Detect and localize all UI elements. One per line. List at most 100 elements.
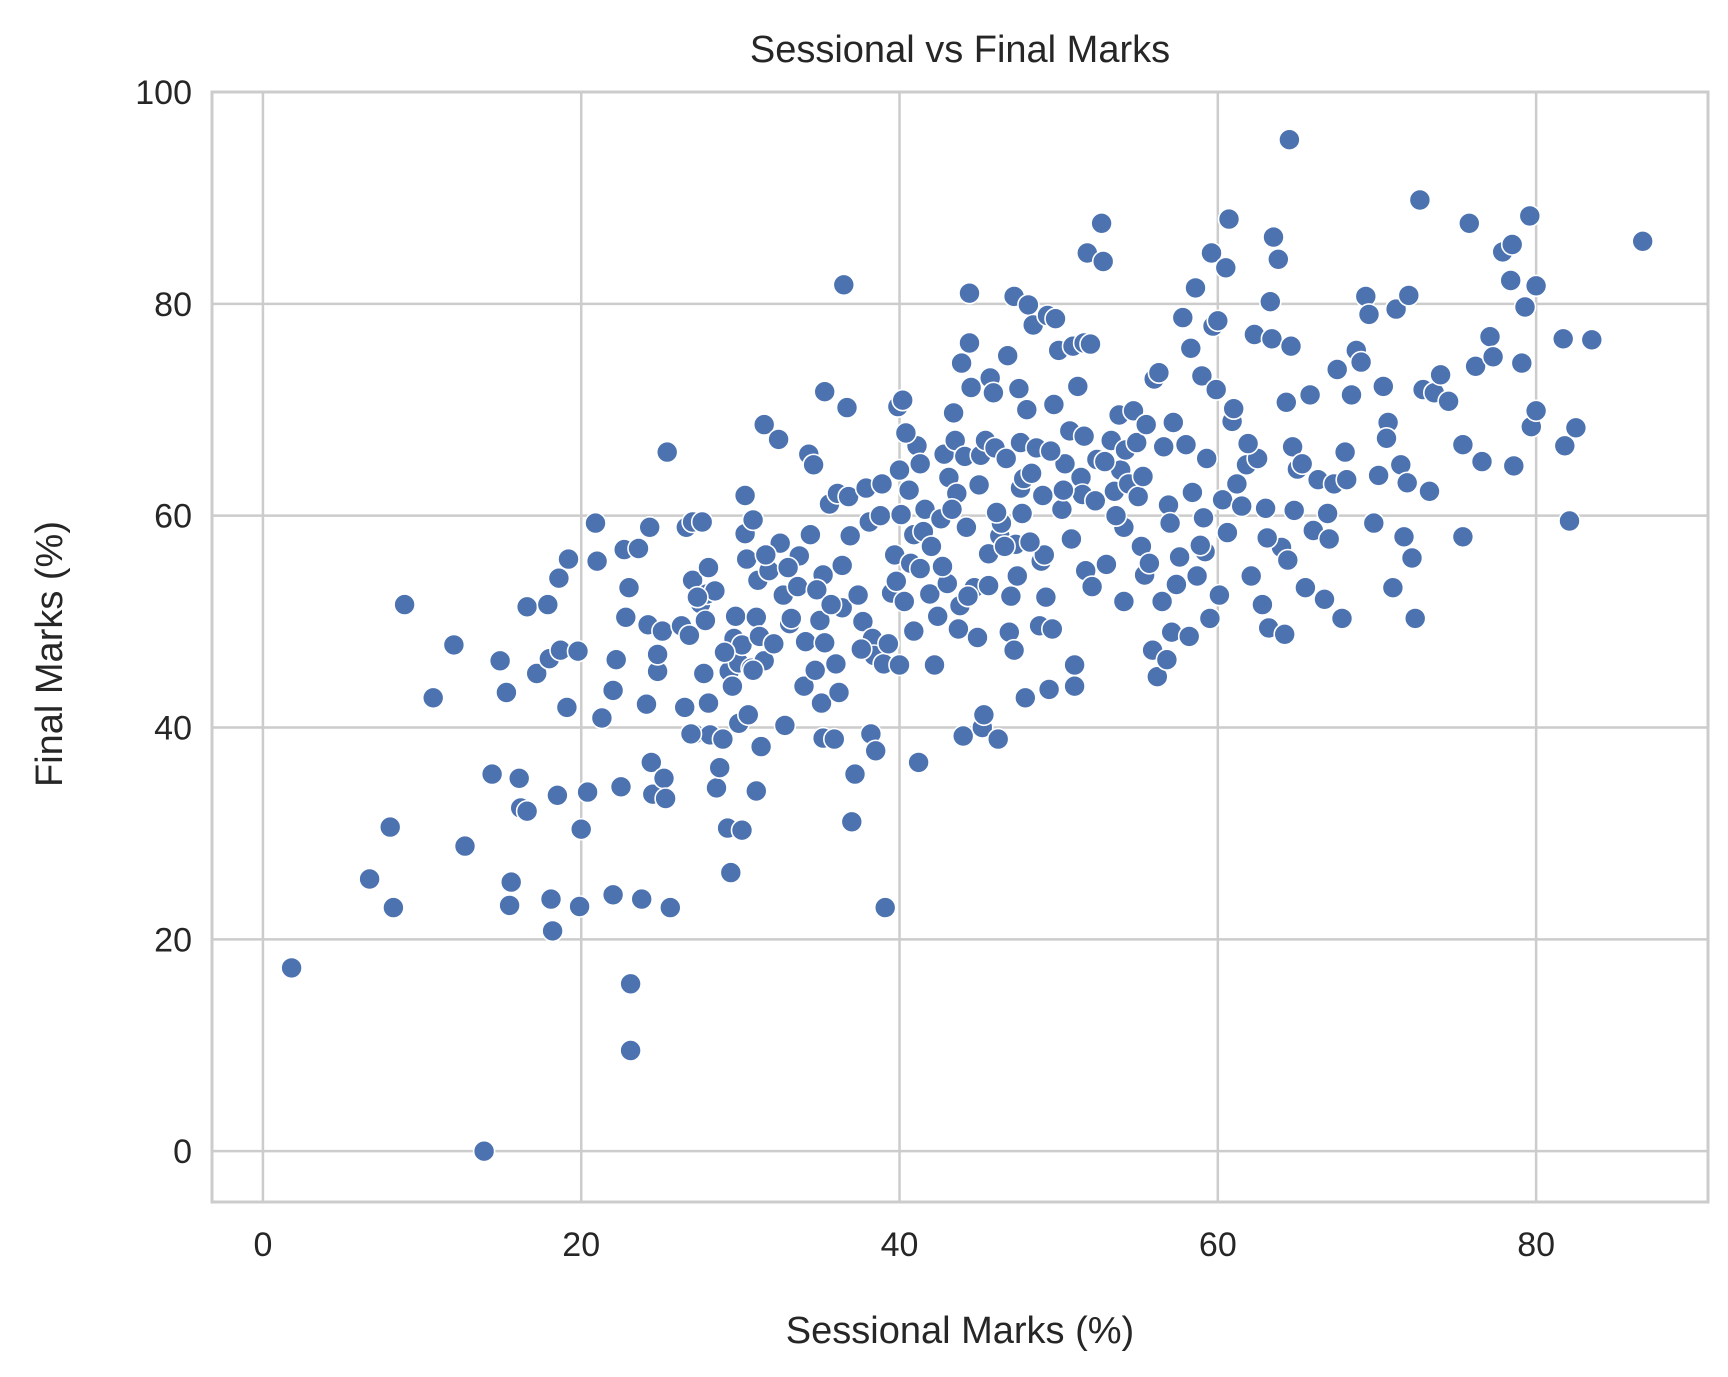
data-point (1395, 471, 1419, 495)
data-point (749, 735, 773, 758)
data-point (754, 543, 778, 567)
data-point (982, 381, 1005, 405)
data-point (1451, 525, 1475, 549)
data-point (539, 887, 563, 911)
data-point (1631, 230, 1654, 253)
data-point (627, 537, 650, 560)
data-point (568, 895, 591, 918)
y-tick-labels: 0 20 40 60 80 100 (135, 74, 192, 1171)
data-point (897, 478, 921, 502)
x-axis-label: Sessional Marks (%) (786, 1310, 1134, 1352)
data-point (566, 639, 590, 663)
data-point (792, 674, 816, 698)
data-point (1255, 526, 1279, 550)
data-point (673, 696, 697, 719)
data-point (1375, 426, 1398, 450)
data-point (1316, 502, 1339, 525)
data-point (1464, 354, 1487, 378)
data-point (711, 727, 735, 751)
data-point (569, 817, 593, 841)
data-point (920, 535, 943, 558)
data-point (1278, 128, 1301, 151)
data-point (762, 632, 786, 656)
data-point (741, 658, 765, 682)
data-point (1002, 638, 1026, 662)
data-point (619, 1039, 642, 1062)
data-point (1357, 303, 1381, 326)
data-point (525, 662, 549, 685)
data-point (1330, 607, 1354, 630)
data-point (617, 576, 641, 600)
data-point (1066, 375, 1090, 398)
data-point (721, 674, 744, 698)
data-point (1251, 593, 1274, 616)
data-point (614, 605, 638, 629)
data-point (888, 458, 911, 482)
data-point (652, 766, 676, 790)
data-point (585, 549, 609, 573)
data-point (584, 511, 607, 535)
data-point (619, 972, 642, 996)
data-point (1179, 336, 1203, 360)
data-point (767, 428, 790, 451)
data-point (1481, 345, 1505, 369)
data-point (730, 818, 754, 842)
data-point (1138, 551, 1161, 575)
data-point (1499, 269, 1522, 292)
data-point (515, 799, 539, 823)
x-tick-label: 20 (562, 1226, 600, 1264)
data-point (488, 649, 512, 673)
data-point (1260, 327, 1284, 351)
data-point (472, 1139, 496, 1163)
data-point (1518, 204, 1542, 228)
data-point (1014, 686, 1037, 710)
data-point (1222, 397, 1245, 421)
data-point (1279, 334, 1303, 358)
data-point (902, 619, 926, 643)
data-point (1042, 393, 1066, 416)
data-point (1580, 328, 1604, 352)
data-point (864, 739, 888, 763)
data-point (499, 870, 523, 894)
data-point (1478, 325, 1502, 349)
data-point (1408, 188, 1432, 212)
data-point (869, 504, 892, 528)
data-point (931, 555, 954, 578)
data-point (1225, 472, 1249, 496)
data-point (1564, 416, 1588, 440)
data-point (1090, 212, 1113, 235)
data-point (1177, 625, 1201, 648)
data-point (838, 524, 862, 548)
data-point (926, 604, 950, 628)
data-point (382, 896, 405, 919)
data-point (1041, 617, 1064, 641)
data-point (1084, 489, 1107, 513)
data-point (1171, 306, 1195, 329)
data-point (955, 515, 978, 539)
data-point (891, 388, 915, 412)
data-point (1181, 481, 1204, 504)
data-point (453, 834, 477, 858)
data-point (557, 547, 580, 571)
data-point (741, 508, 765, 532)
data-point (773, 714, 797, 737)
data-point (590, 706, 614, 730)
y-tick-label: 20 (154, 921, 192, 959)
data-point (1273, 622, 1296, 646)
data-point (1007, 377, 1031, 400)
data-point (651, 619, 674, 643)
data-point (736, 703, 760, 727)
data-point (1162, 411, 1185, 434)
data-point (498, 894, 521, 917)
data-point (1335, 468, 1358, 492)
data-point (541, 919, 564, 943)
data-point (994, 447, 1018, 470)
data-point (1134, 413, 1158, 436)
data-point (824, 652, 848, 676)
data-point (986, 727, 1010, 751)
data-point (692, 662, 716, 685)
data-point (1403, 607, 1427, 630)
data-point (1239, 564, 1263, 588)
data-point (635, 692, 658, 716)
